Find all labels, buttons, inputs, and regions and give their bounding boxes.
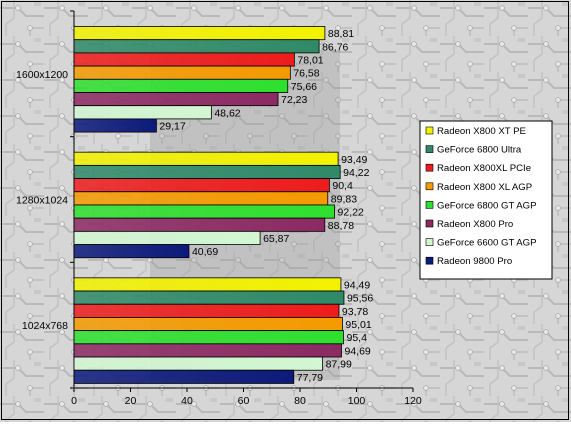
bar xyxy=(73,217,326,232)
legend-label: Radeon X800 XL AGP xyxy=(437,182,532,193)
legend-label: Radeon X800XL PCIe xyxy=(437,163,531,174)
bar xyxy=(73,317,343,332)
x-tick-label: 80 xyxy=(294,395,306,407)
bar xyxy=(73,39,320,54)
x-tick-label: 120 xyxy=(404,395,422,407)
bar xyxy=(73,52,295,67)
legend-swatch xyxy=(425,219,434,228)
bar-value-label: 88,78 xyxy=(328,220,354,232)
bar-value-label: 94,22 xyxy=(343,167,369,179)
bar xyxy=(73,164,341,179)
bar-value-label: 94,49 xyxy=(344,279,370,291)
bar xyxy=(73,290,345,305)
bar xyxy=(73,92,279,107)
bar-value-label: 93,49 xyxy=(341,154,367,166)
legend-swatch xyxy=(425,256,434,265)
axes: 1600x1200 1280x1024 1024x768 0 20 40 60 80 100 12… xyxy=(16,10,422,407)
bar-value-label: 65,87 xyxy=(263,233,289,245)
bar-value-label: 87,99 xyxy=(326,359,352,371)
legend-label: GeForce 6600 GT AGP xyxy=(437,238,537,249)
x-tick-label: 0 xyxy=(71,395,77,407)
legend-swatch xyxy=(425,182,434,191)
legend-swatch xyxy=(425,145,434,153)
legend-label: GeForce 6800 GT AGP xyxy=(437,200,537,211)
bar xyxy=(73,230,261,245)
bar-value-label: 29,17 xyxy=(159,121,185,133)
bar xyxy=(73,65,291,80)
bar xyxy=(73,105,212,120)
x-tick-label: 40 xyxy=(181,395,193,407)
bar-value-label: 86,76 xyxy=(322,41,348,53)
bar-value-label: 89,83 xyxy=(331,193,357,205)
bar-value-label: 90,4 xyxy=(332,180,353,192)
bar-value-label: 95,01 xyxy=(345,319,371,331)
x-tick-label: 100 xyxy=(348,395,366,407)
legend-swatch xyxy=(425,238,434,246)
legend-label: GeForce 6800 Ultra xyxy=(437,145,522,156)
x-tick-label: 60 xyxy=(238,395,250,407)
legend: Radeon X800 XT PE GeForce 6800 Ultra Radeo… xyxy=(419,120,553,280)
bar-value-label: 94,69 xyxy=(344,345,370,357)
bar-value-label: 78,01 xyxy=(297,55,323,67)
bar xyxy=(73,78,289,93)
bar xyxy=(73,118,157,133)
legend-swatch xyxy=(425,163,434,172)
bar xyxy=(73,330,344,345)
legend-label: Radeon X800 Pro xyxy=(437,219,513,230)
legend-label: Radeon X800 XT PE xyxy=(437,126,526,137)
bar-value-label: 76,58 xyxy=(293,68,319,80)
bar xyxy=(73,356,323,371)
bar-value-label: 95,4 xyxy=(347,332,368,344)
bar-value-label: 75,66 xyxy=(291,81,317,93)
bar xyxy=(73,151,339,166)
bar xyxy=(73,277,342,292)
legend-swatch xyxy=(425,126,434,135)
legend-box xyxy=(419,120,553,280)
bar xyxy=(73,178,330,193)
bars xyxy=(73,26,345,384)
category-label: 1024x768 xyxy=(22,320,68,332)
bar-value-label: 40,69 xyxy=(192,246,218,258)
category-label: 1600x1200 xyxy=(16,69,68,81)
legend-label: Radeon 9800 Pro xyxy=(437,256,512,267)
bar-value-label: 88,81 xyxy=(328,28,354,40)
bar xyxy=(73,343,342,358)
bar xyxy=(73,191,329,206)
bar xyxy=(73,244,190,259)
bar xyxy=(73,26,326,41)
bar-value-label: 95,56 xyxy=(347,293,373,305)
x-tick-label: 20 xyxy=(125,395,137,407)
chart-border xyxy=(1,1,569,420)
bar xyxy=(73,303,340,318)
legend-swatch xyxy=(425,201,434,209)
bar xyxy=(73,369,295,384)
bar-value-label: 48,62 xyxy=(214,107,240,119)
bar-value-label: 92,22 xyxy=(338,207,364,219)
bar-value-label: 93,78 xyxy=(342,306,368,318)
bar xyxy=(73,204,335,219)
bar-value-label: 77,79 xyxy=(297,372,323,384)
bar-value-label: 72,23 xyxy=(281,94,307,106)
category-label: 1280x1024 xyxy=(16,195,68,207)
